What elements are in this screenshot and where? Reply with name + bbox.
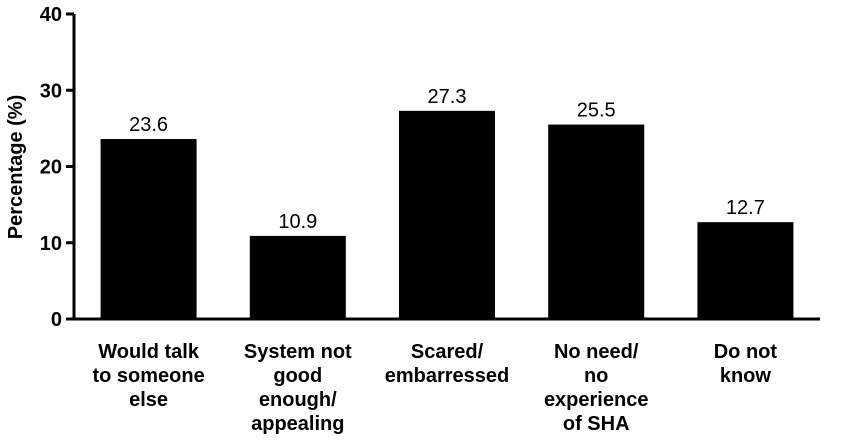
- y-axis-title: Percentage (%): [5, 95, 27, 240]
- x-tick-label: No need/no experience of SHA: [544, 341, 649, 435]
- y-tick-label: 10: [40, 233, 62, 255]
- x-tick-label: Would talk to someone else: [92, 341, 204, 411]
- data-label: 10.9: [278, 211, 317, 233]
- bar: [100, 139, 197, 319]
- x-tick-label: Do not know: [714, 341, 778, 387]
- data-label: 27.3: [428, 86, 467, 108]
- y-tick-label: 30: [40, 80, 62, 102]
- data-label: 25.5: [577, 100, 616, 122]
- data-label: 12.7: [726, 197, 765, 219]
- bar: [249, 235, 346, 319]
- y-tick-label: 0: [51, 309, 62, 331]
- data-label: 23.6: [129, 114, 168, 136]
- bar: [697, 222, 794, 319]
- bar: [399, 110, 495, 320]
- bar: [548, 124, 645, 319]
- y-tick-label: 20: [40, 157, 62, 179]
- y-tick-label: 40: [40, 4, 62, 26]
- category-labels: Would talk to someone else System not good en…: [92, 341, 777, 435]
- y-axis: 0 10 20 30 40: [40, 4, 76, 331]
- x-tick-label: System not good enough/appealing: [244, 341, 352, 435]
- x-tick-label: Scared/embarressed: [385, 341, 510, 387]
- bars: 23.6 10.9 27.3 25.5 12.7: [100, 86, 794, 320]
